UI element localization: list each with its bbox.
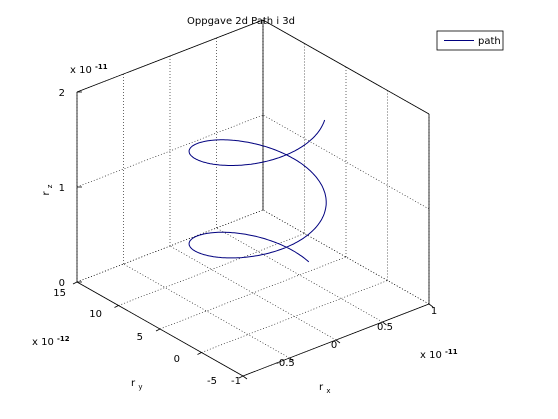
x-axis-label-sub: x bbox=[326, 387, 330, 395]
y-exponent-base: x 10 bbox=[32, 337, 54, 348]
y-tick-labels: -5 0 5 10 15 bbox=[53, 288, 217, 387]
y-exponent-power: -12 bbox=[57, 335, 70, 343]
grid-line bbox=[123, 263, 290, 359]
z-axis-label-sub: z bbox=[46, 184, 54, 188]
z-tick-labels: 0 1 2 bbox=[59, 88, 65, 289]
series-line-path bbox=[188, 119, 327, 263]
x-axis-label: r x bbox=[319, 382, 330, 395]
grid-line bbox=[76, 19, 264, 93]
y-tick-mark bbox=[197, 352, 202, 355]
z-exponent-base: x 10 bbox=[70, 65, 92, 76]
chart-title: Oppgave 2d Path i 3d bbox=[187, 16, 295, 27]
legend-entry: path bbox=[478, 36, 501, 47]
x-tick-mark bbox=[335, 339, 341, 344]
x-tick-label: -0.5 bbox=[275, 358, 295, 369]
x-tick-label: 0.5 bbox=[377, 322, 393, 333]
x-tick-mark bbox=[382, 321, 387, 326]
z-exponent-power: -11 bbox=[95, 63, 108, 71]
x-exponent-label: x 10 -11 bbox=[420, 348, 458, 361]
x-axis-label-main: r bbox=[319, 382, 324, 393]
x-exponent-base: x 10 bbox=[420, 350, 442, 361]
grid-line bbox=[76, 114, 264, 188]
y-tick-label: 15 bbox=[53, 288, 66, 299]
grid-line bbox=[262, 114, 430, 210]
y-exponent-label: x 10 -12 bbox=[32, 335, 70, 348]
grid-line bbox=[216, 227, 383, 323]
y-tick-mark bbox=[72, 281, 78, 285]
grid-line bbox=[118, 233, 305, 306]
z-axis-label-main: r bbox=[41, 191, 52, 196]
legend: path bbox=[436, 30, 504, 51]
grid-lines bbox=[76, 19, 430, 377]
x-tick-labels: -1 -0.5 0 0.5 1 bbox=[231, 306, 437, 387]
y-tick-label: 10 bbox=[89, 309, 102, 320]
x-tick-mark bbox=[428, 303, 434, 308]
y-tick-mark bbox=[155, 328, 161, 332]
y-tick-mark bbox=[114, 305, 119, 308]
y-tick-label: -5 bbox=[207, 376, 217, 387]
x-exponent-power: -11 bbox=[445, 348, 458, 356]
z-exponent-label: x 10 -11 bbox=[70, 63, 108, 76]
z-tick-label: 0 bbox=[59, 278, 65, 289]
z-tick-label: 2 bbox=[59, 88, 65, 99]
x-tick-label: -1 bbox=[231, 376, 241, 387]
x-tick-mark bbox=[289, 357, 294, 362]
y-tick-label: 5 bbox=[137, 332, 143, 343]
x-tick-label: 0 bbox=[331, 340, 337, 351]
x-tick-label: 1 bbox=[431, 306, 437, 317]
z-tick-label: 1 bbox=[59, 183, 65, 194]
tick-marks bbox=[72, 91, 434, 380]
grid-line bbox=[201, 280, 388, 353]
y-tick-label: 0 bbox=[174, 354, 180, 365]
y-tick-mark bbox=[238, 375, 244, 379]
y-axis-label-main: r bbox=[131, 378, 136, 389]
y-axis-label-sub: y bbox=[138, 383, 142, 391]
x-tick-mark bbox=[242, 375, 248, 380]
grid-line bbox=[159, 256, 347, 330]
z-axis-label: r z bbox=[41, 184, 54, 195]
grid-line bbox=[76, 209, 264, 283]
y-axis-label: r y bbox=[131, 378, 142, 391]
